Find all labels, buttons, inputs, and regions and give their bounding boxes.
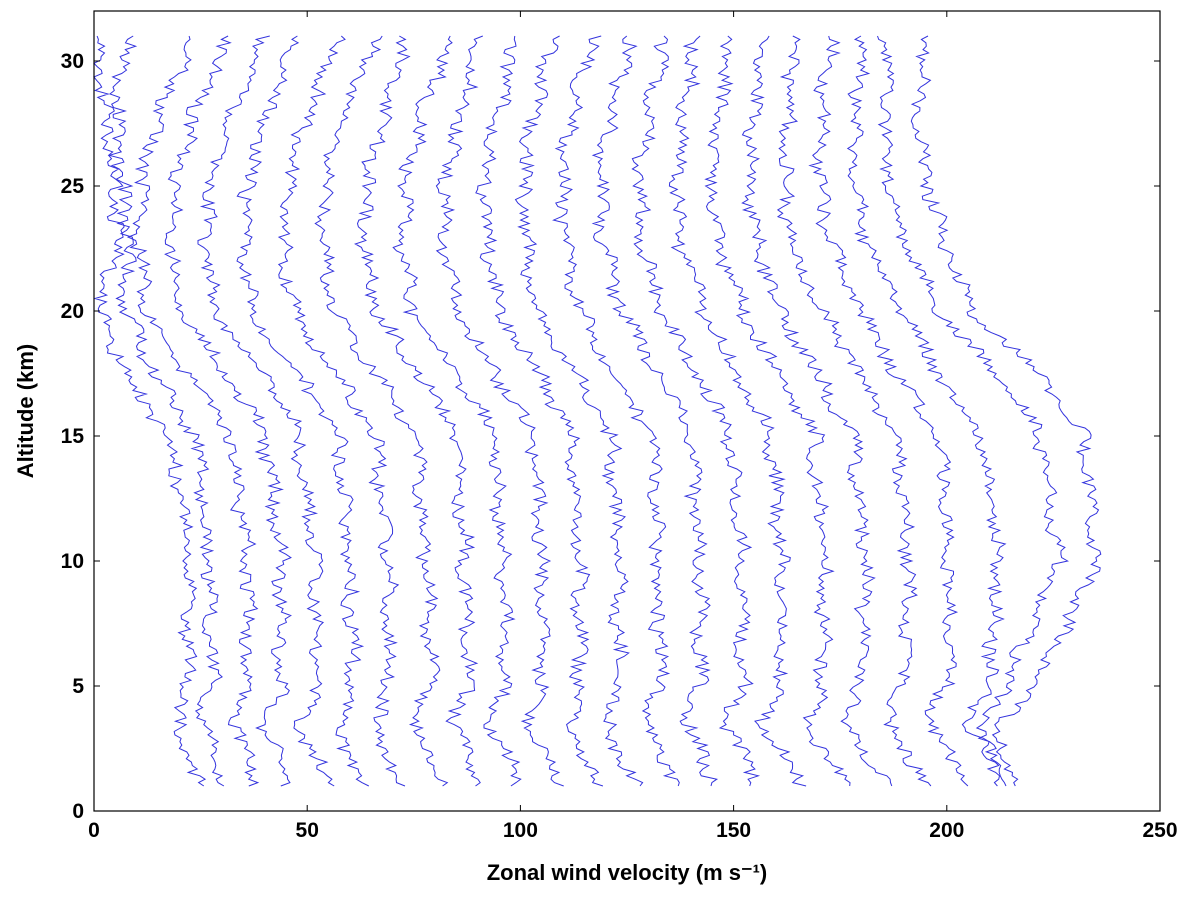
y-tick-label-4: 20 [61,300,84,323]
y-tick-label-6: 30 [61,50,84,73]
wind-profile-20 [776,35,932,787]
wind-profile-3 [126,35,260,787]
y-axis-title: Altitude (km) [13,344,38,478]
wind-profile-12 [475,35,604,787]
series-layer [93,35,1102,787]
wind-profile-11 [435,35,564,787]
wind-profile-19 [741,35,893,787]
wind-profile-4 [164,35,292,787]
wind-profile-2 [107,35,225,787]
tick-layer: 0 50 100 150 200 250 0 5 10 15 20 25 30 [61,11,1178,842]
x-tick-label-1: 50 [296,819,319,842]
y-tick-label-3: 15 [61,425,85,448]
x-tick-label-4: 200 [929,819,964,842]
x-axis-title: Zonal wind velocity (m s⁻¹) [487,860,768,885]
x-tick-label-2: 100 [503,819,538,842]
wind-profile-13 [514,35,644,787]
wind-profile-23 [877,35,1069,787]
x-tick-label-0: 0 [88,819,100,842]
plot-frame [93,10,1161,812]
wind-profile-16 [631,35,761,787]
y-tick-label-1: 5 [72,675,84,698]
x-tick-label-5: 250 [1142,819,1177,842]
wind-profile-7 [277,35,406,787]
wind-profile-22 [846,35,1007,787]
wind-profile-24 [910,35,1102,787]
wind-profile-1 [93,35,207,787]
wind-profile-10 [392,35,522,787]
wind-profile-5 [197,35,335,787]
wind-profile-17 [668,35,807,787]
wind-profile-6 [236,35,370,787]
y-tick-label-0: 0 [72,800,84,823]
wind-profile-9 [354,35,481,787]
x-tick-label-3: 150 [716,819,751,842]
wind-profile-18 [704,35,851,787]
y-tick-label-5: 25 [61,175,85,198]
wind-profile-15 [591,35,719,787]
wind-profile-8 [314,35,449,787]
y-tick-label-2: 10 [61,550,84,573]
wind-profile-14 [552,35,680,787]
wind-profile-21 [808,35,969,787]
